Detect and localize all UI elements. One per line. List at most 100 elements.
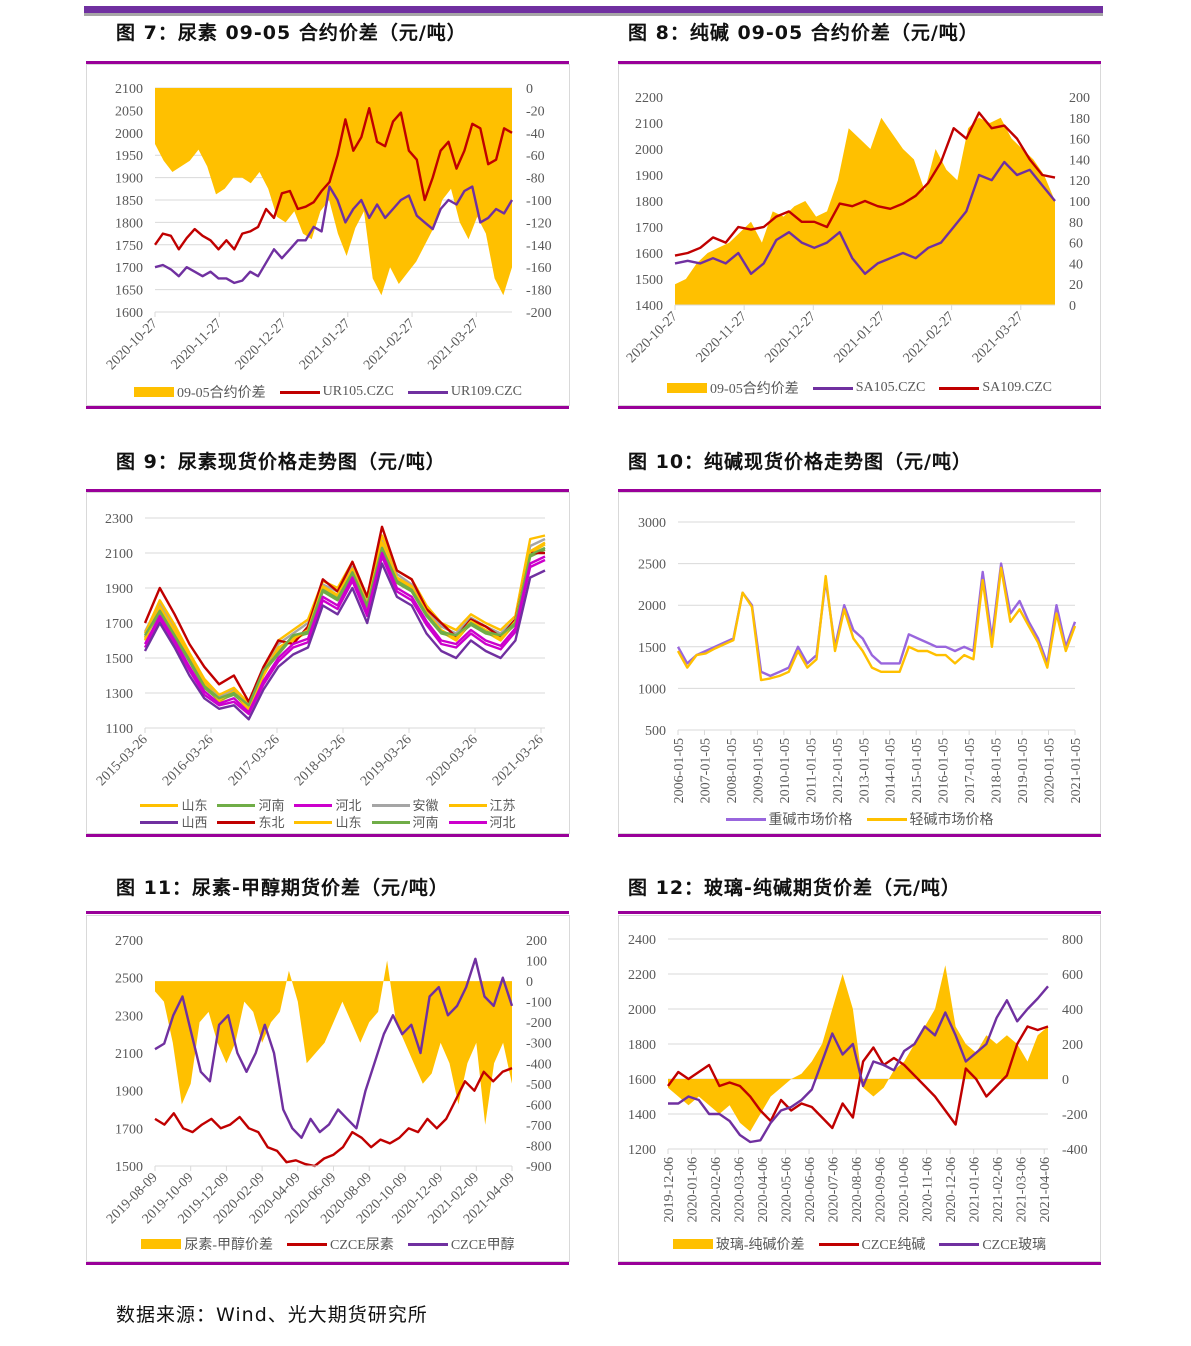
legend-item: SA105.CZC bbox=[812, 380, 925, 396]
legend-swatch bbox=[939, 386, 980, 390]
y-left-tick-label: 1900 bbox=[635, 169, 663, 184]
y-right-tick-label: 800 bbox=[1062, 933, 1083, 948]
chart-legend: 09-05合约价差 SA105.CZC SA109.CZC bbox=[618, 378, 1101, 398]
y-left-tick-label: 2700 bbox=[115, 934, 143, 949]
legend-swatch bbox=[407, 1242, 448, 1246]
x-tick-label: 2006-01-05 bbox=[672, 738, 687, 803]
x-tick-label: 2016-03-26 bbox=[160, 732, 217, 789]
section-divider bbox=[86, 834, 569, 837]
legend-swatch bbox=[812, 386, 853, 390]
y-left-tick-label: 1650 bbox=[115, 284, 143, 299]
x-tick-label: 2020-01-05 bbox=[1043, 738, 1058, 803]
y-left-tick-label: 1900 bbox=[115, 172, 143, 187]
y-right-tick-label: -180 bbox=[526, 284, 552, 299]
chart-plot: 500 1000 1500 2000 2500 3000 2006-01-05 2007-01… bbox=[638, 516, 1084, 803]
x-tick-label: 2007-01-05 bbox=[698, 738, 713, 803]
x-tick-label: 2013-01-05 bbox=[857, 738, 872, 803]
y-right-tick-label: -400 bbox=[526, 1057, 552, 1072]
y-left-tick-label: 1400 bbox=[628, 1108, 656, 1123]
chart-plot: 1200 1400 1600 1800 2000 2200 2400 -400 -200 0 200… bbox=[628, 933, 1088, 1222]
chart-panel bbox=[618, 492, 1101, 834]
legend-label: 09-05合约价差 bbox=[176, 386, 266, 401]
legend-item: SA109.CZC bbox=[939, 380, 1052, 396]
figure-title: 图 8：纯碱 09-05 合约价差（元/吨） bbox=[628, 22, 979, 44]
x-tick-label: 2012-01-05 bbox=[831, 738, 846, 803]
y-right-tick-label: -800 bbox=[526, 1139, 552, 1154]
y-right-tick-label: 100 bbox=[526, 955, 547, 970]
y-left-tick-label: 2400 bbox=[628, 933, 656, 948]
x-tick-label: 2020-11-27 bbox=[694, 309, 750, 365]
x-tick-label: 2020-11-06 bbox=[921, 1157, 936, 1222]
y-right-tick-label: -80 bbox=[526, 172, 545, 187]
y-left-tick-label: 2000 bbox=[115, 127, 143, 142]
legend-swatch bbox=[818, 1242, 859, 1246]
x-tick-label: 2020-03-26 bbox=[424, 732, 481, 789]
y-right-tick-label: -40 bbox=[526, 127, 545, 142]
y-left-tick-label: 2200 bbox=[628, 968, 656, 983]
y-left-tick-label: 1600 bbox=[628, 1073, 656, 1088]
section-divider bbox=[86, 61, 569, 64]
figure-title: 图 10：纯碱现货价格走势图（元/吨） bbox=[628, 451, 972, 473]
x-tick-label: 2019-03-26 bbox=[358, 732, 415, 789]
x-tick-label: 2020-01-06 bbox=[686, 1157, 701, 1222]
figure-title: 图 9：尿素现货价格走势图（元/吨） bbox=[116, 451, 446, 473]
y-right-tick-label: -500 bbox=[526, 1078, 552, 1093]
x-tick-label: 2018-01-05 bbox=[990, 738, 1005, 803]
series-line-6 bbox=[143, 525, 545, 703]
y-right-tick-label: 80 bbox=[1069, 216, 1083, 231]
section-divider bbox=[618, 911, 1101, 914]
y-left-tick-label: 1700 bbox=[635, 221, 663, 236]
section-divider bbox=[618, 406, 1101, 409]
legend-item: CZCE甲醇 bbox=[407, 1234, 515, 1254]
legend-item: 河南 bbox=[217, 797, 284, 814]
legend-swatch bbox=[939, 1242, 980, 1246]
section-divider bbox=[86, 911, 569, 914]
legend-label: 河北 bbox=[489, 815, 516, 830]
series-line-2 bbox=[668, 985, 1049, 1144]
y-left-tick-label: 2500 bbox=[638, 558, 666, 573]
y-left-tick-label: 2100 bbox=[105, 547, 133, 562]
legend-label: SA109.CZC bbox=[982, 380, 1052, 395]
y-left-tick-label: 2050 bbox=[115, 104, 143, 119]
y-left-tick-label: 3000 bbox=[638, 516, 666, 531]
x-tick-label: 2021-02-27 bbox=[901, 309, 958, 366]
legend-swatch bbox=[371, 821, 410, 824]
legend-swatch bbox=[725, 817, 766, 821]
y-right-tick-label: -200 bbox=[526, 1016, 552, 1031]
y-right-tick-label: 20 bbox=[1069, 278, 1083, 293]
y-right-tick-label: 120 bbox=[1069, 174, 1090, 189]
legend-swatch bbox=[140, 804, 179, 807]
x-tick-label: 2015-01-05 bbox=[910, 738, 925, 803]
y-right-tick-label: -120 bbox=[526, 216, 552, 231]
y-right-tick-label: -140 bbox=[526, 239, 552, 254]
y-left-tick-label: 2000 bbox=[635, 143, 663, 158]
legend-label: 江苏 bbox=[489, 798, 516, 813]
legend-swatch bbox=[141, 1239, 182, 1249]
figure-title: 图 11：尿素-甲醇期货价差（元/吨） bbox=[116, 877, 449, 899]
y-right-tick-label: -300 bbox=[526, 1037, 552, 1052]
y-right-tick-label: 0 bbox=[526, 975, 533, 990]
legend-item: CZCE玻璃 bbox=[939, 1234, 1046, 1254]
legend-label: CZCE纯碱 bbox=[861, 1238, 926, 1253]
chart-plot: 1400 1500 1600 1700 1800 1900 2000 2100 2200 0 20 4… bbox=[624, 91, 1090, 366]
x-tick-label: 2020-02-06 bbox=[709, 1157, 724, 1222]
y-right-tick-label: -100 bbox=[526, 996, 552, 1011]
chart-panel bbox=[86, 492, 570, 834]
y-left-tick-label: 1600 bbox=[635, 247, 663, 262]
chart-legend: 尿素-甲醇价差 CZCE尿素 CZCE甲醇 bbox=[86, 1234, 570, 1254]
series-line-2 bbox=[674, 111, 1056, 257]
x-tick-label: 2020-07-06 bbox=[827, 1157, 842, 1222]
chart-plot: 1500 1700 1900 2100 2300 2500 2700 -900 -800 -700… bbox=[104, 934, 552, 1227]
y-left-tick-label: 2000 bbox=[628, 1003, 656, 1018]
legend-swatch bbox=[294, 821, 333, 824]
legend-label: CZCE甲醇 bbox=[450, 1238, 515, 1253]
y-right-tick-label: 600 bbox=[1062, 968, 1083, 983]
x-tick-label: 2020-12-27 bbox=[233, 316, 290, 373]
y-right-tick-label: -900 bbox=[526, 1160, 552, 1175]
y-right-tick-label: 0 bbox=[526, 82, 533, 97]
x-tick-label: 2021-01-06 bbox=[968, 1157, 983, 1222]
y-right-tick-label: -100 bbox=[526, 194, 552, 209]
y-left-tick-label: 1300 bbox=[105, 687, 133, 702]
legend-item: CZCE尿素 bbox=[287, 1234, 394, 1254]
